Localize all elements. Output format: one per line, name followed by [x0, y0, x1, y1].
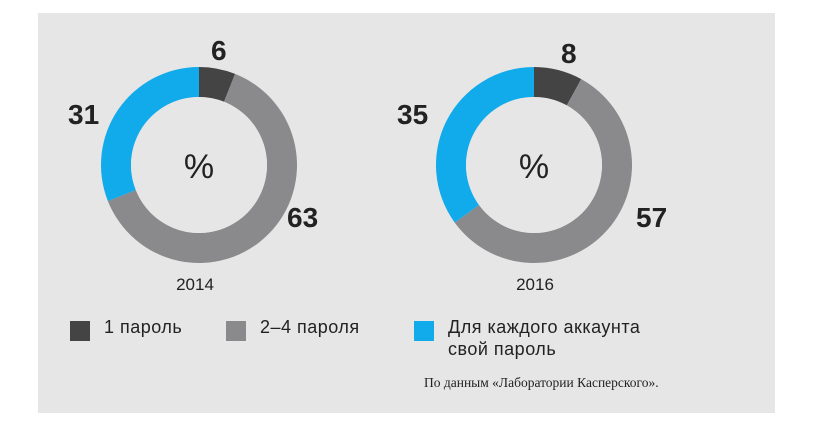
- data-label-1-password-2014: 6: [211, 35, 227, 66]
- donut-segment-unique-passwords-2016: [436, 67, 534, 223]
- donut-segment-1-password-2014: [199, 67, 236, 102]
- donut-segment-1-password-2016: [534, 67, 582, 106]
- data-label-1-password-2016: 8: [561, 38, 577, 69]
- data-label-unique-passwords-2014: 31: [68, 99, 99, 130]
- legend-swatch-dark: [70, 321, 90, 341]
- data-label-unique-passwords-2016: 35: [397, 99, 428, 130]
- legend-label: 2–4 пароля: [260, 317, 360, 337]
- data-label-2-4-passwords-2014: 63: [287, 202, 318, 233]
- donut-segment-unique-passwords-2014: [101, 67, 199, 202]
- data-label-2-4-passwords-2016: 57: [636, 202, 667, 233]
- legend-label-line-1: Для каждого аккаунта: [448, 317, 641, 337]
- donut-segments-2016: [436, 67, 632, 264]
- donut-chart-2014: 6 63 31 % 2014: [68, 35, 318, 294]
- donut-segment-2-4-passwords-2016: [454, 79, 632, 264]
- legend-label: 1 пароль: [104, 317, 183, 337]
- year-label-2016: 2016: [516, 275, 554, 294]
- year-label-2014: 2014: [176, 275, 214, 294]
- donut-segments-2014: [101, 67, 298, 264]
- donut-hole-2016: [466, 97, 602, 233]
- donut-chart-2016: 8 57 35 % 2016: [397, 38, 667, 294]
- percent-center-label-2014: %: [184, 148, 214, 186]
- donut-hole-2014: [131, 97, 267, 233]
- legend-swatch-blue: [414, 321, 434, 341]
- donut-segment-2-4-passwords-2014: [107, 73, 298, 264]
- legend-label-line-2: свой пароль: [448, 339, 557, 359]
- percent-center-label-2016: %: [519, 148, 549, 186]
- legend-label: Для каждого аккаунта свой пароль: [448, 316, 640, 360]
- legend-swatch-gray: [226, 321, 246, 341]
- source-note: По данным «Лаборатории Касперского».: [424, 375, 659, 390]
